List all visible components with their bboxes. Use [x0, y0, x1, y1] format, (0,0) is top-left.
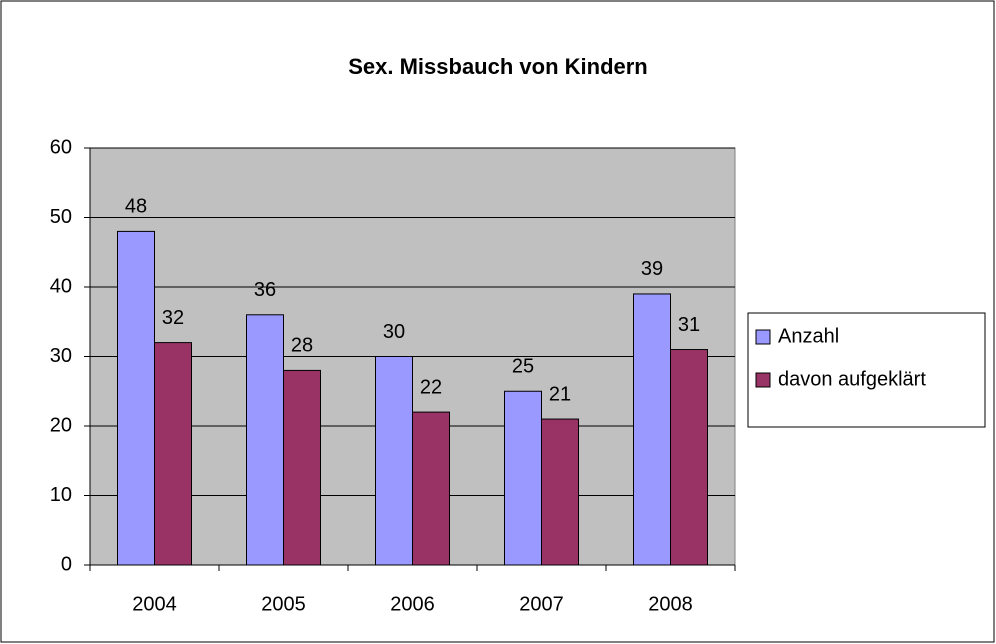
y-tick-label: 10 [50, 484, 72, 506]
bar [154, 342, 192, 566]
data-label: 30 [383, 321, 405, 343]
data-label: 36 [254, 279, 276, 301]
legend-box [747, 312, 986, 428]
bar [670, 349, 708, 566]
legend-label: davon aufgeklärt [778, 368, 926, 390]
legend-swatch [755, 372, 771, 388]
bar [375, 356, 413, 566]
y-tick-label: 40 [50, 275, 72, 297]
data-label: 39 [641, 258, 663, 280]
bar [412, 411, 450, 566]
data-label: 48 [125, 196, 147, 218]
y-tick-label: 60 [50, 136, 72, 158]
x-tick-label: 2005 [261, 593, 306, 615]
bar [633, 293, 671, 566]
x-tick-label: 2006 [390, 593, 435, 615]
y-tick-label: 30 [50, 345, 72, 367]
bar [541, 418, 579, 566]
data-label: 31 [678, 314, 700, 336]
data-label: 32 [162, 307, 184, 329]
bar [246, 314, 284, 566]
data-label: 21 [549, 383, 571, 405]
data-label: 28 [291, 335, 313, 357]
y-tick-label: 50 [50, 206, 72, 228]
x-tick-label: 2007 [519, 593, 564, 615]
bar [117, 230, 155, 566]
x-tick-label: 2004 [132, 593, 177, 615]
x-tick-label: 2008 [648, 593, 693, 615]
y-tick-label: 0 [61, 553, 72, 575]
data-label: 25 [512, 356, 534, 378]
bar [504, 390, 542, 566]
data-label: 22 [420, 376, 442, 398]
legend-label: Anzahl [778, 325, 839, 347]
legend-swatch [755, 329, 771, 345]
bar [283, 369, 321, 566]
y-tick-label: 20 [50, 414, 72, 436]
chart-title: Sex. Missbauch von Kindern [348, 54, 648, 79]
